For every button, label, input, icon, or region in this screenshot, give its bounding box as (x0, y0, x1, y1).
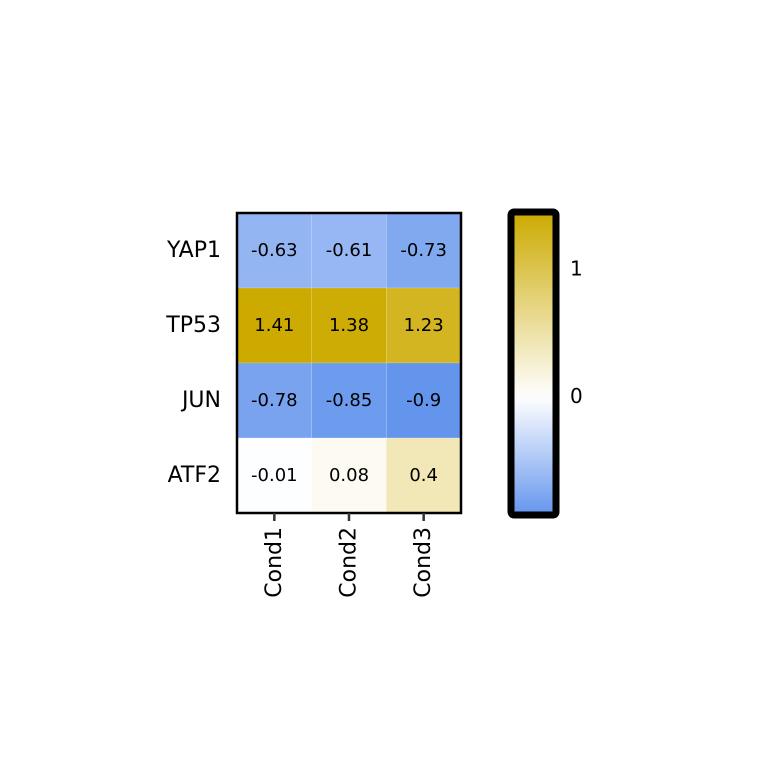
cell-value-label: 1.41 (254, 315, 294, 336)
column-label: Cond1 (262, 527, 287, 598)
cell-value-label: -0.73 (400, 240, 447, 261)
cell-value-label: -0.85 (326, 390, 373, 411)
heatmap-cell (311, 212, 387, 289)
row-label: JUN (180, 388, 221, 413)
colorbar-tick-label: 1 (570, 256, 583, 280)
row-label: ATF2 (168, 463, 221, 488)
heatmap-cell (236, 212, 312, 289)
heatmap-cells: -0.63 -0.61 -0.73 1.41 1.38 1.23 -0.78 -0.85 -0.… (236, 212, 462, 514)
cell-value-label: -0.63 (251, 240, 298, 261)
heatmap-cell (236, 437, 312, 514)
column-axis: Cond1 Cond2 Cond3 (262, 513, 436, 598)
heatmap-cell (311, 362, 387, 439)
heatmap-cell (311, 437, 387, 514)
cell-value-label: -0.61 (326, 240, 373, 261)
cell-value-label: -0.9 (406, 390, 441, 411)
column-label: Cond3 (411, 527, 436, 598)
row-labels: YAP1 TP53 JUN ATF2 (165, 238, 221, 488)
cell-value-label: 1.23 (404, 315, 444, 336)
cell-value-label: 1.38 (329, 315, 369, 336)
colorbar: 01 (507, 208, 583, 519)
row-label: TP53 (165, 313, 221, 338)
cell-value-label: 0.4 (409, 465, 438, 486)
colorbar-tick-label: 0 (570, 384, 583, 408)
cell-value-label: -0.78 (251, 390, 298, 411)
row-label: YAP1 (166, 238, 221, 263)
column-label: Cond2 (337, 527, 362, 598)
colorbar-gradient (511, 212, 556, 515)
cell-value-label: 0.08 (329, 465, 369, 486)
heatmap-cell (236, 287, 312, 364)
heatmap-cell (386, 437, 462, 514)
colorbar-frame (507, 208, 560, 519)
heatmap-cell (311, 287, 387, 364)
heatmap-cell (386, 287, 462, 364)
cell-value-label: -0.01 (251, 465, 298, 486)
